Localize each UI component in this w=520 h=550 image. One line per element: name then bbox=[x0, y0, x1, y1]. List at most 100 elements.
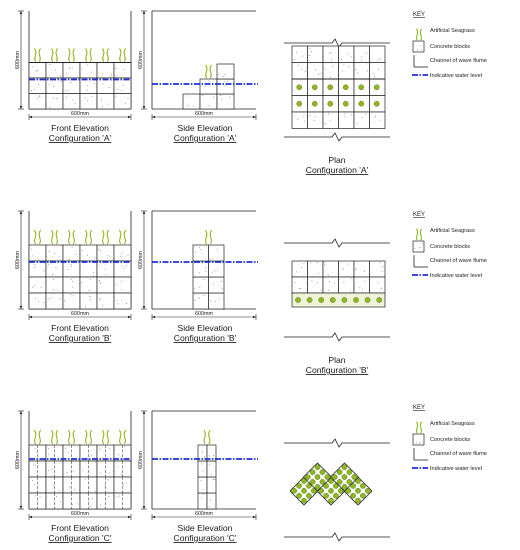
aggregate-speck bbox=[364, 280, 366, 282]
front-caption-configuration: Configuration 'C' bbox=[49, 533, 112, 543]
aggregate-speck bbox=[70, 266, 72, 267]
aggregate-speck bbox=[72, 503, 74, 505]
seagrass-unit bbox=[355, 478, 361, 484]
artificial-seagrass bbox=[204, 229, 213, 245]
side-caption-configuration: Configuration 'C' bbox=[174, 533, 237, 543]
seagrass-unit bbox=[333, 492, 339, 499]
dimension-arrowhead bbox=[19, 506, 23, 509]
aggregate-speck bbox=[121, 473, 122, 475]
aggregate-speck bbox=[48, 448, 49, 450]
dimension-arrowhead bbox=[253, 515, 256, 519]
aggregate-speck bbox=[65, 97, 67, 99]
key-label-seagrass: Artificial Seagrass bbox=[430, 228, 475, 234]
aggregate-speck bbox=[39, 95, 41, 97]
aggregate-speck bbox=[33, 266, 35, 268]
seagrass-blade bbox=[51, 48, 54, 62]
seagrass-blade bbox=[89, 429, 93, 445]
dimension-arrowhead bbox=[29, 515, 32, 519]
aggregate-speck bbox=[201, 463, 203, 465]
front-caption-configuration: Configuration 'A' bbox=[49, 133, 112, 143]
aggregate-speck bbox=[343, 63, 345, 65]
aggregate-speck bbox=[305, 71, 307, 72]
concrete-block bbox=[96, 260, 115, 278]
aggregate-speck bbox=[92, 274, 94, 276]
plan-caption-title: Plan bbox=[328, 155, 345, 165]
seagrass-unit bbox=[323, 492, 329, 499]
aggregate-speck bbox=[101, 99, 102, 101]
dimension-arrowhead bbox=[29, 115, 32, 119]
concrete-block-outline bbox=[369, 111, 386, 129]
aggregate-speck bbox=[120, 280, 122, 282]
aggregate-speck bbox=[367, 70, 368, 72]
seagrass-unit bbox=[296, 84, 303, 91]
key-legend: KEY Artificial Seagrass Concrete blocks Cha… bbox=[412, 12, 487, 79]
artificial-seagrass bbox=[84, 229, 93, 245]
aggregate-speck bbox=[317, 273, 319, 275]
aggregate-speck bbox=[60, 81, 62, 83]
concrete-block bbox=[113, 244, 132, 262]
concrete-block bbox=[96, 244, 115, 262]
aggregate-speck bbox=[94, 83, 96, 85]
aggregate-speck bbox=[71, 67, 73, 69]
seagrass-unit bbox=[341, 483, 348, 490]
dimension-arrowhead bbox=[29, 315, 32, 319]
key-label-water: Indicative water level bbox=[430, 73, 482, 79]
aggregate-speck bbox=[31, 248, 33, 250]
dimension-arrowhead bbox=[142, 106, 146, 109]
dimension-arrowhead bbox=[152, 115, 155, 119]
aggregate-speck bbox=[86, 457, 88, 459]
aggregate-speck bbox=[374, 75, 376, 77]
dimension-arrowhead bbox=[19, 306, 23, 309]
aggregate-speck bbox=[310, 262, 312, 264]
aggregate-speck bbox=[70, 294, 72, 295]
concrete-block bbox=[28, 260, 47, 278]
aggregate-speck bbox=[39, 96, 41, 98]
aggregate-speck bbox=[74, 489, 75, 491]
aggregate-speck bbox=[221, 98, 223, 100]
aggregate-speck bbox=[47, 298, 49, 300]
key-label-seagrass: Artificial Seagrass bbox=[430, 421, 475, 427]
artificial-seagrass bbox=[118, 429, 127, 445]
concrete-block-icon bbox=[412, 240, 425, 253]
seagrass-blade bbox=[68, 48, 71, 62]
aggregate-speck bbox=[317, 74, 319, 76]
dimension-arrowhead bbox=[142, 411, 146, 414]
width-dimension-label: 600mm bbox=[71, 111, 89, 117]
aggregate-speck bbox=[67, 268, 69, 270]
aggregate-speck bbox=[366, 52, 368, 54]
side-caption-title: Side Elevation bbox=[178, 123, 233, 133]
seagrass-unit bbox=[324, 474, 331, 480]
concrete-block-outline bbox=[96, 93, 115, 110]
seagrass-blade bbox=[106, 429, 110, 445]
concrete-block bbox=[216, 63, 235, 80]
concrete-block-outline bbox=[208, 292, 225, 310]
concrete-block bbox=[113, 93, 132, 110]
aggregate-speck bbox=[316, 262, 318, 264]
aggregate-speck bbox=[373, 121, 375, 123]
concrete-block-outline bbox=[79, 276, 98, 294]
aggregate-speck bbox=[70, 82, 72, 83]
seagrass-unit bbox=[346, 479, 353, 485]
concrete-block-outline bbox=[412, 40, 425, 53]
concrete-block-outline bbox=[113, 292, 132, 310]
aggregate-speck bbox=[419, 442, 421, 444]
seagrass-blade bbox=[119, 48, 122, 62]
seagrass-blade bbox=[85, 48, 88, 62]
aggregate-speck bbox=[334, 282, 335, 284]
concrete-block-outline bbox=[197, 460, 208, 478]
seagrass-unit bbox=[311, 100, 318, 107]
seagrass-unit bbox=[314, 464, 321, 471]
aggregate-speck bbox=[127, 97, 129, 99]
aggregate-speck bbox=[309, 47, 311, 49]
concrete-block-outline bbox=[338, 260, 355, 278]
aggregate-speck bbox=[94, 462, 96, 464]
concrete-block bbox=[208, 276, 225, 294]
aggregate-speck bbox=[102, 83, 104, 85]
concrete-block-outline bbox=[113, 93, 132, 110]
concrete-block-outline bbox=[62, 62, 81, 79]
aggregate-speck bbox=[33, 285, 35, 287]
concrete-block-outline bbox=[291, 45, 308, 63]
aggregate-speck bbox=[87, 89, 89, 91]
